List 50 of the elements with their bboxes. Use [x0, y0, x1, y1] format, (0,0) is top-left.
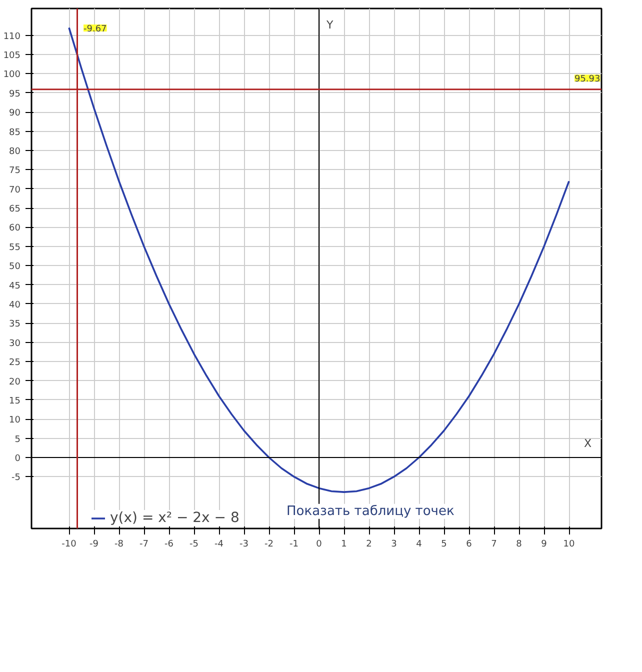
- y-tick-label: 95: [9, 89, 20, 100]
- y-tick-label: 50: [9, 262, 21, 272]
- x-tick-label: -10: [62, 540, 77, 550]
- x-tick-label: 10: [563, 540, 575, 550]
- x-tick-label: 2: [366, 540, 372, 550]
- y-tick-label: 40: [9, 300, 21, 310]
- x-tick-label: -4: [214, 540, 224, 550]
- x-tick-label: 8: [516, 540, 522, 550]
- x-tick-label: 4: [416, 540, 422, 550]
- legend-label: y(x) = x² − 2x − 8: [110, 510, 240, 526]
- annotation: Показать таблицу точек: [286, 504, 454, 519]
- x-tick-label: 7: [491, 540, 497, 550]
- y-tick-label: 10: [9, 416, 21, 426]
- x-tick-label: -8: [114, 540, 124, 550]
- y-tick-label: 15: [9, 396, 20, 406]
- y-tick-label: 105: [3, 51, 21, 62]
- x-tick-label: -5: [190, 540, 198, 550]
- x-tick-label: -6: [164, 540, 174, 550]
- y-tick-label: 65: [9, 204, 20, 215]
- x-tick-label: 9: [541, 540, 548, 550]
- y-tick-label: 25: [9, 358, 20, 368]
- y-tick-label: 85: [9, 128, 20, 138]
- x-tick-label: 3: [391, 540, 397, 550]
- x-tick-label: -9: [90, 540, 99, 550]
- y-tick-label: 90: [9, 108, 21, 119]
- y-axis-title: Y: [326, 18, 334, 32]
- y-tick-label: 35: [9, 320, 20, 330]
- line-series: [68, 26, 570, 493]
- y-tick-label: 75: [9, 166, 20, 176]
- x-tick-label: 1: [341, 540, 347, 550]
- y-tick-label: 45: [9, 281, 20, 292]
- y-tick-label: -5: [12, 473, 21, 484]
- y-tick-label: 60: [9, 224, 21, 234]
- y-tick-label: 110: [3, 32, 21, 42]
- y-tick-label: 80: [9, 146, 21, 157]
- y-tick-label: 55: [9, 242, 20, 253]
- x-tick-label: -3: [240, 540, 248, 550]
- x-tick-label: 6: [466, 540, 472, 550]
- y-tick-label: 30: [9, 338, 21, 349]
- y-tick-label: 100: [3, 70, 21, 80]
- y-tick-label: 70: [9, 185, 21, 196]
- y-tick-label: 20: [9, 377, 21, 388]
- y-tick-label: 5: [14, 434, 21, 445]
- x-axis-title: X: [584, 436, 592, 450]
- y-tick-label: 0: [14, 454, 21, 464]
- x-tick-label: -7: [140, 540, 148, 550]
- x-tick-label: -1: [290, 540, 298, 550]
- x-tick-label: 0: [316, 540, 322, 550]
- x-tick-label: -2: [264, 540, 274, 550]
- x-tick-label: 5: [441, 540, 447, 550]
